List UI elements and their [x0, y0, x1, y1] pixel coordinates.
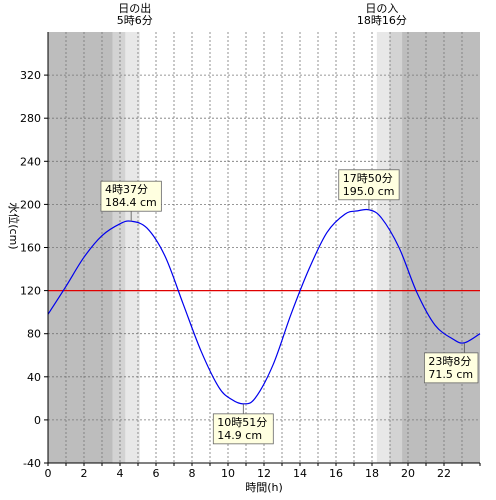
- axis-layer: -40 0 40 80 120 160 200 240 280 320 0 2 4 6 8 10 12 14 16 1…: [7, 32, 481, 494]
- tide-series-line-0: [47, 208, 481, 405]
- annotation-box: [423, 352, 479, 384]
- y-tick-label: 120: [20, 285, 41, 298]
- x-tick-label: 18: [365, 467, 379, 480]
- annotation-time: 10時51分: [217, 416, 267, 429]
- y-tick-label: 200: [20, 198, 41, 211]
- annotation-value: 14.9 cm: [217, 429, 262, 442]
- sunset-time: 18時16分: [357, 14, 407, 27]
- x-axis-title: 時間(h): [245, 481, 283, 494]
- night-band-1: [112, 32, 126, 463]
- sunrise-label: 日の出: [118, 1, 151, 15]
- annotation-value: 71.5 cm: [428, 368, 473, 381]
- x-tick-label: 8: [189, 467, 196, 480]
- annotation-box: [100, 180, 162, 212]
- x-tick-label: 10: [221, 467, 235, 480]
- sunrise-time: 5時6分: [117, 14, 153, 27]
- grid-layer: [48, 32, 480, 463]
- x-tick-label: 20: [401, 467, 415, 480]
- annotation-box: [212, 413, 274, 445]
- y-axis-title: 水位(cm): [7, 202, 21, 249]
- annotation-time: 4時37分: [105, 183, 148, 196]
- x-tick-label: 4: [117, 467, 124, 480]
- x-tick-label: 14: [293, 467, 307, 480]
- y-tick-label: 320: [20, 69, 41, 82]
- x-tick-label: 0: [45, 467, 52, 480]
- y-tick-label: 240: [20, 155, 41, 168]
- y-tick-label: 0: [34, 414, 41, 427]
- annotation-box: [338, 169, 400, 201]
- annotation-value: 184.4 cm: [105, 196, 157, 209]
- y-tick-label: -40: [23, 457, 41, 470]
- y-tick-label: 40: [27, 371, 41, 384]
- x-tick-label: 22: [437, 467, 451, 480]
- annotation-time: 17時50分: [343, 172, 393, 185]
- night-band-3: [376, 32, 390, 463]
- y-tick-label: 80: [27, 328, 41, 341]
- series-layer: [47, 208, 481, 405]
- x-tick-label: 12: [257, 467, 271, 480]
- y-tick-label: 160: [20, 242, 41, 255]
- night-band-4: [389, 32, 403, 463]
- x-tick-label: 2: [81, 467, 88, 480]
- annotation-value: 195.0 cm: [343, 185, 395, 198]
- annotation-time: 23時8分: [428, 355, 471, 368]
- x-tick-label: 6: [153, 467, 160, 480]
- x-tick-label: 16: [329, 467, 343, 480]
- y-tick-label: 280: [20, 112, 41, 125]
- sunset-label: 日の入: [365, 2, 398, 15]
